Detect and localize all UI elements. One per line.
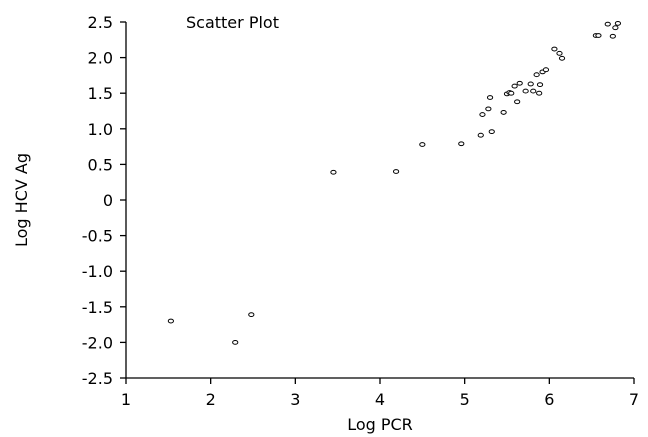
- data-point: [556, 50, 563, 56]
- data-point: [514, 99, 521, 105]
- data-point: [486, 95, 494, 100]
- data-points: [167, 21, 622, 345]
- data-point: [485, 106, 492, 112]
- data-point: [609, 33, 616, 39]
- y-tick-label: -1.0: [82, 262, 113, 281]
- data-point: [248, 312, 255, 318]
- y-tick-label: -1.5: [82, 298, 113, 317]
- y-axis-title: Log HCV Ag: [12, 153, 31, 247]
- x-tick-label: 2: [206, 390, 216, 409]
- x-tick-label: 5: [460, 390, 470, 409]
- y-tick-label: -2.5: [82, 369, 113, 388]
- y-axis-ticks: 2.5 2.0 1.5 1.0 0.5 0 -0.5 -1.0 -1.5 -2.0 -2.5: [82, 13, 126, 388]
- data-point: [392, 169, 400, 174]
- data-point: [542, 67, 550, 73]
- data-point: [612, 25, 619, 31]
- data-point: [458, 141, 465, 147]
- data-point: [232, 340, 239, 345]
- chart-title: Scatter Plot: [186, 13, 279, 32]
- data-point: [330, 169, 337, 175]
- y-tick-label: 2.0: [88, 49, 113, 68]
- data-point: [516, 80, 523, 86]
- data-point: [500, 110, 507, 115]
- x-tick-label: 1: [121, 390, 131, 409]
- y-tick-label: 1.0: [88, 120, 113, 139]
- data-point: [558, 55, 566, 61]
- data-point: [536, 90, 543, 96]
- data-point: [614, 21, 622, 26]
- x-tick-label: 4: [375, 390, 385, 409]
- y-tick-label: 0.5: [88, 155, 113, 174]
- y-tick-label: -2.0: [82, 333, 113, 352]
- x-tick-label: 6: [544, 390, 554, 409]
- x-axis-ticks: 1 2 3 4 5 6 7: [121, 378, 639, 409]
- data-point: [419, 142, 426, 147]
- x-tick-label: 3: [290, 390, 300, 409]
- data-point: [508, 90, 515, 96]
- data-point: [479, 112, 486, 117]
- y-tick-label: -0.5: [82, 227, 113, 246]
- data-point: [527, 81, 534, 87]
- data-point: [595, 33, 602, 38]
- data-point: [477, 132, 484, 138]
- data-point: [167, 318, 174, 324]
- x-tick-label: 7: [629, 390, 639, 409]
- data-point: [522, 88, 529, 94]
- data-point: [488, 129, 495, 135]
- data-point: [536, 82, 544, 88]
- y-tick-label: 0: [103, 191, 113, 210]
- data-point: [533, 72, 540, 78]
- y-tick-label: 2.5: [88, 13, 113, 32]
- data-point: [604, 21, 611, 27]
- data-point: [511, 83, 518, 89]
- x-axis-title: Log PCR: [347, 415, 413, 434]
- data-point: [551, 46, 558, 52]
- y-tick-label: 1.5: [88, 84, 113, 103]
- data-point: [530, 88, 537, 94]
